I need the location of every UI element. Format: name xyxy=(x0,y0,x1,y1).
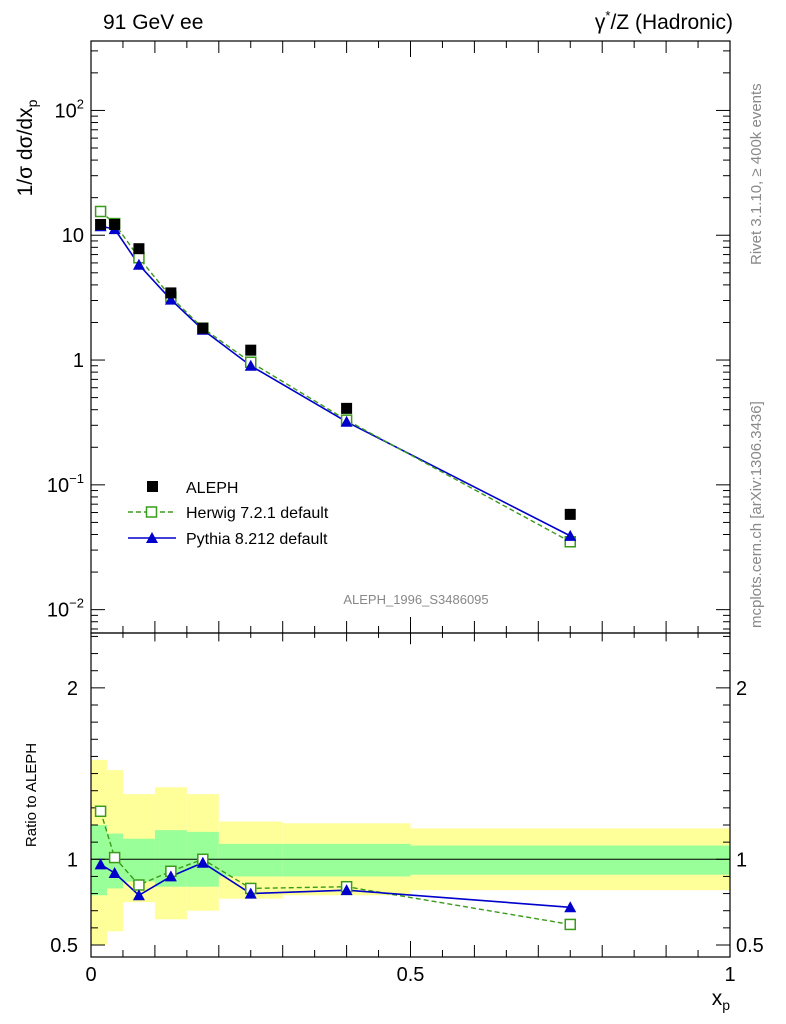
ratio-panel: 0.5 0.5 1 1 2 2 xyxy=(50,632,764,958)
legend-pythia-marker xyxy=(146,532,158,543)
pythia-ratio-point xyxy=(94,858,107,870)
mcplots-label: mcplots.cern.ch [arXiv:1306.3436] xyxy=(748,401,765,628)
main-y-tick-label: 1 xyxy=(73,350,84,372)
pythia-main-line xyxy=(100,225,571,537)
x-tick-label: 1 xyxy=(724,964,735,986)
pythia-ratio-point xyxy=(196,856,209,868)
legend-aleph-marker xyxy=(147,481,158,492)
legend-pythia-label: Pythia 8.212 default xyxy=(186,531,328,548)
pythia-main-point xyxy=(244,359,257,371)
ratio-y-tick-label-right: 0.5 xyxy=(736,935,764,957)
ratio-band-inner xyxy=(122,838,155,882)
data-main-point xyxy=(165,287,177,299)
main-y-tick-label: 102 xyxy=(55,96,84,122)
ratio-y-tick-label-left: 2 xyxy=(67,678,78,700)
pythia-main-point xyxy=(164,293,177,305)
pythia-ratio-point xyxy=(108,867,121,878)
pythia-ratio-point xyxy=(564,901,577,913)
herwig-main-line xyxy=(100,210,571,543)
ratio-band-inner xyxy=(218,843,283,877)
herwig-ratio-point xyxy=(108,851,121,864)
pythia-main-point xyxy=(132,258,145,270)
ratio-band-inner xyxy=(282,843,411,877)
x-tick-label: 0.5 xyxy=(397,964,425,986)
pythia-ratio-point xyxy=(132,889,145,901)
data-main-point xyxy=(564,508,576,520)
main-panel: 10−2 10−1 1 10 102 xyxy=(47,40,731,634)
ratio-y-tick-label-right: 2 xyxy=(736,678,747,700)
ratio-band-inner xyxy=(410,845,730,875)
legend-aleph-label: ALEPH xyxy=(186,480,238,497)
x-axis-label: xp xyxy=(712,987,731,1013)
main-y-axis-label: 1/σ dσ/dxp xyxy=(14,99,40,196)
herwig-ratio-point xyxy=(133,879,145,891)
herwig-main-point xyxy=(94,205,107,218)
plot-header-left: 91 GeV ee xyxy=(103,11,203,34)
ratio-frame xyxy=(90,632,731,958)
ratio-y-tick-label-left: 1 xyxy=(67,849,78,871)
rivet-version-label: Rivet 3.1.10, ≥ 400k events xyxy=(748,83,765,265)
data-main-point xyxy=(133,243,145,255)
herwig-ratio-point xyxy=(564,918,576,931)
legend: ALEPH Herwig 7.2.1 default Pythia 8.212 … xyxy=(128,480,329,548)
main-y-tick-label: 10 xyxy=(62,225,84,247)
analysis-id-watermark: ALEPH_1996_S3486095 xyxy=(343,592,488,607)
ratio-y-tick-label-right: 1 xyxy=(736,849,747,871)
legend-herwig-marker xyxy=(145,506,158,518)
pythia-main-point xyxy=(340,415,353,427)
data-main-point xyxy=(197,322,209,334)
main-y-tick-label: 10−1 xyxy=(47,471,84,497)
plot-header-right: γ*/Z (Hadronic) xyxy=(595,8,733,34)
pythia-ratio-point xyxy=(244,887,257,899)
legend-herwig-label: Herwig 7.2.1 default xyxy=(186,505,329,522)
x-tick-label: 0 xyxy=(85,964,96,986)
pythia-ratio-point xyxy=(340,884,353,896)
ratio-band-inner xyxy=(91,825,107,896)
ratio-y-axis-label: Ratio to ALEPH xyxy=(23,743,40,847)
herwig-ratio-line xyxy=(99,811,571,926)
data-main-point xyxy=(245,344,257,356)
ratio-y-tick-label-left: 0.5 xyxy=(50,935,78,957)
data-main-point xyxy=(95,218,107,230)
pythia-ratio-point xyxy=(164,870,177,882)
herwig-ratio-point xyxy=(94,805,107,818)
pythia-main-point xyxy=(564,529,577,541)
main-y-tick-label: 10−2 xyxy=(47,596,84,622)
data-main-point xyxy=(341,402,353,414)
data-main-point xyxy=(109,218,121,230)
